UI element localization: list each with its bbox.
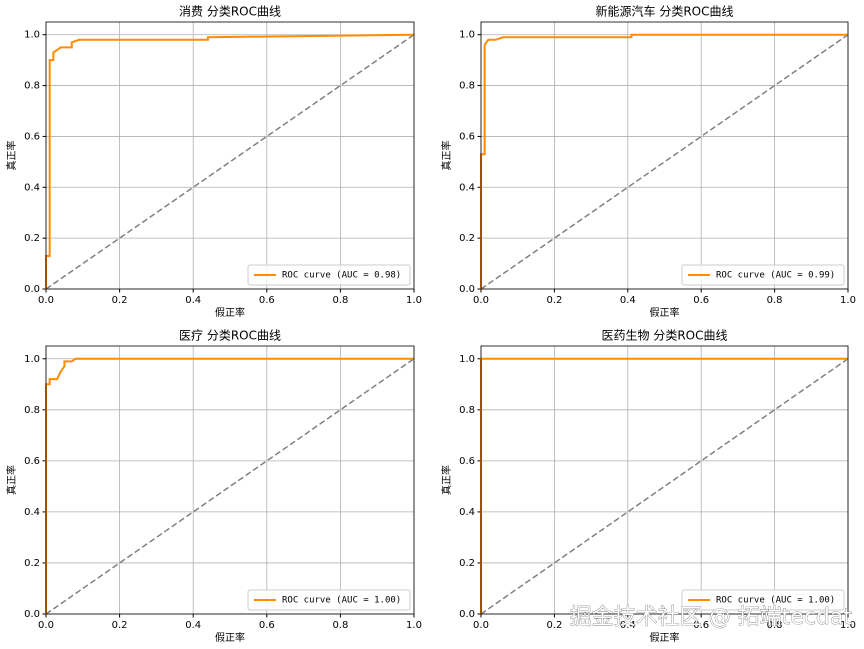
x-axis-label: 假正率 xyxy=(650,306,680,319)
y-tick-label: 0.8 xyxy=(24,81,40,92)
x-tick-label: 1.0 xyxy=(406,620,422,631)
chart-title: 新能源汽车 分类ROC曲线 xyxy=(596,4,734,19)
y-tick-label: 1.0 xyxy=(24,354,40,365)
legend-box xyxy=(681,264,845,286)
y-tick-label: 0.2 xyxy=(459,558,475,569)
y-tick-label: 0.0 xyxy=(459,284,475,295)
x-tick-label: 0.4 xyxy=(620,620,636,631)
y-tick-label: 0.2 xyxy=(459,233,475,244)
y-axis-label: 真正率 xyxy=(5,141,18,171)
legend-label: ROC curve (AUC = 1.00) xyxy=(282,596,401,606)
roc-line xyxy=(45,33,415,289)
x-tick-label: 0.0 xyxy=(38,620,54,631)
x-tick-label: 0.4 xyxy=(185,295,201,306)
y-tick-label: 0.6 xyxy=(459,456,475,467)
chart-title: 医药生物 分类ROC曲线 xyxy=(602,329,728,343)
x-tick-label: 0.4 xyxy=(185,620,201,631)
y-tick-label: 0.2 xyxy=(24,233,40,244)
legend-box xyxy=(247,264,411,286)
y-axis-label: 真正率 xyxy=(5,465,18,495)
legend-label: ROC curve (AUC = 0.98) xyxy=(282,271,401,281)
y-tick-label: 0.0 xyxy=(24,284,40,295)
y-tick-label: 0.2 xyxy=(24,558,40,569)
x-tick-label: 0.6 xyxy=(259,295,275,306)
x-axis-label: 假正率 xyxy=(215,631,245,644)
x-axis-label: 假正率 xyxy=(215,306,245,319)
chart-title: 医疗 分类ROC曲线 xyxy=(179,329,281,343)
y-tick-label: 0.6 xyxy=(24,131,40,142)
roc-line xyxy=(45,357,414,614)
legend-box xyxy=(247,589,411,611)
y-tick-label: 0.4 xyxy=(459,182,475,193)
legend-label: ROC curve (AUC = 0.99) xyxy=(716,271,835,281)
x-tick-label: 0.6 xyxy=(693,620,709,631)
y-tick-label: 0.4 xyxy=(459,507,475,518)
x-tick-label: 0.6 xyxy=(693,295,709,306)
y-tick-label: 0.0 xyxy=(24,609,40,620)
y-tick-label: 0.8 xyxy=(459,405,475,416)
y-tick-label: 1.0 xyxy=(459,354,475,365)
y-tick-label: 0.6 xyxy=(24,456,40,467)
legend-box xyxy=(681,589,845,611)
y-axis-label: 真正率 xyxy=(440,465,453,495)
x-tick-label: 0.0 xyxy=(38,295,54,306)
y-tick-label: 1.0 xyxy=(459,30,475,41)
reference-line xyxy=(480,358,849,615)
y-tick-label: 0.8 xyxy=(24,405,40,416)
x-tick-label: 0.0 xyxy=(473,295,489,306)
legend-label: ROC curve (AUC = 1.00) xyxy=(716,596,835,606)
x-tick-label: 1.0 xyxy=(406,295,422,306)
x-tick-label: 0.2 xyxy=(546,620,562,631)
reference-line xyxy=(45,34,415,290)
x-tick-label: 0.8 xyxy=(332,295,348,306)
watermark: 掘金技术社区 @ 拓端tecdat xyxy=(570,605,853,630)
reference-line xyxy=(480,34,849,290)
axes-frame xyxy=(45,21,415,290)
x-tick-label: 1.0 xyxy=(840,620,856,631)
x-tick-label: 0.8 xyxy=(767,295,783,306)
x-tick-label: 0.0 xyxy=(473,620,489,631)
axes-frame xyxy=(45,345,415,615)
axes-frame xyxy=(480,345,849,615)
x-tick-label: 0.8 xyxy=(767,620,783,631)
x-tick-label: 0.2 xyxy=(112,620,128,631)
x-tick-label: 1.0 xyxy=(840,295,856,306)
x-axis-label: 假正率 xyxy=(650,631,680,644)
reference-line xyxy=(45,358,415,615)
y-tick-label: 0.4 xyxy=(24,507,40,518)
x-tick-label: 0.4 xyxy=(620,295,636,306)
y-tick-label: 1.0 xyxy=(24,30,40,41)
chart-title: 消费 分类ROC曲线 xyxy=(179,5,281,19)
axes-frame xyxy=(480,21,849,290)
y-tick-label: 0.8 xyxy=(459,81,475,92)
x-tick-label: 0.8 xyxy=(332,620,348,631)
x-tick-label: 0.2 xyxy=(112,295,128,306)
x-tick-label: 0.2 xyxy=(546,295,562,306)
y-axis-label: 真正率 xyxy=(440,141,453,171)
y-tick-label: 0.6 xyxy=(459,131,475,142)
y-tick-label: 0.0 xyxy=(459,609,475,620)
x-tick-label: 0.6 xyxy=(259,620,275,631)
roc-line xyxy=(480,33,848,289)
y-tick-label: 0.4 xyxy=(24,182,40,193)
